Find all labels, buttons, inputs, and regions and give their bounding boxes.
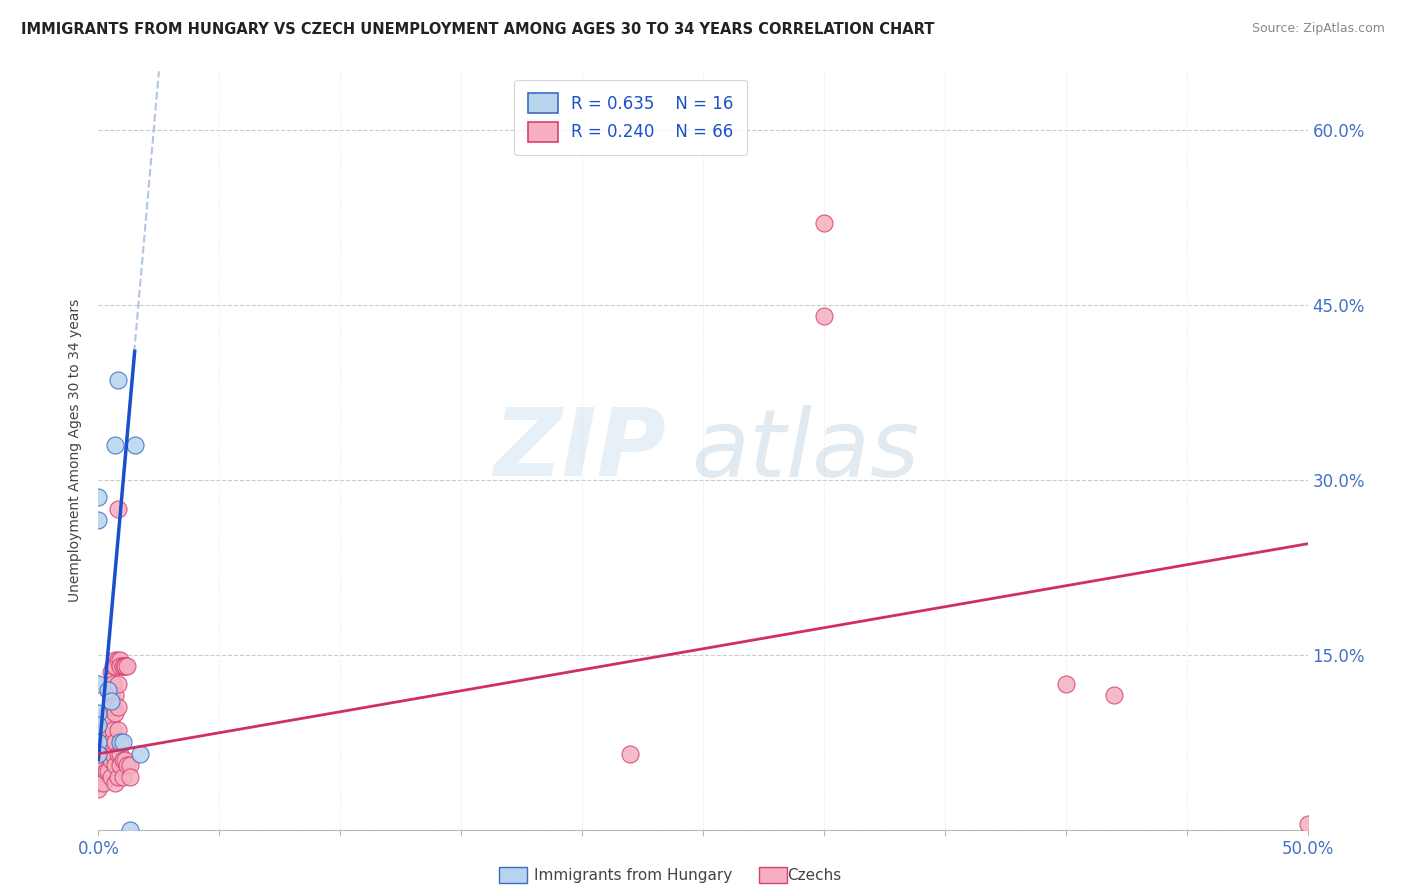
Point [97, 747, 120, 761]
Point [104, 776, 127, 790]
Text: Source: ZipAtlas.com: Source: ZipAtlas.com [1251, 22, 1385, 36]
Point [107, 501, 129, 516]
Point [813, 310, 835, 324]
Point [104, 437, 127, 451]
Point [101, 700, 124, 714]
Point [118, 770, 141, 784]
Point [619, 747, 641, 761]
Point [111, 735, 134, 749]
Point [107, 700, 129, 714]
Point [107, 723, 129, 738]
Point [94, 764, 117, 779]
Point [97, 706, 120, 720]
Point [117, 659, 139, 673]
Point [111, 770, 134, 784]
Point [100, 665, 122, 679]
Point [118, 758, 141, 772]
Point [87, 747, 110, 761]
Point [117, 758, 139, 772]
Point [114, 659, 136, 673]
Point [1296, 816, 1319, 830]
Point [111, 753, 134, 767]
Point [107, 677, 129, 691]
Point [104, 706, 127, 720]
Point [104, 689, 127, 703]
Point [107, 374, 129, 388]
Point [87, 776, 110, 790]
Point [114, 659, 136, 673]
Point [104, 659, 127, 673]
Text: atlas: atlas [690, 405, 920, 496]
Point [87, 706, 110, 720]
Point [94, 747, 117, 761]
Point [91, 776, 114, 790]
Point [101, 723, 124, 738]
Point [97, 682, 120, 697]
Point [1054, 677, 1077, 691]
Point [87, 513, 110, 527]
Point [100, 712, 122, 726]
Point [107, 747, 129, 761]
Point [108, 758, 131, 772]
Point [87, 764, 110, 779]
Point [813, 216, 835, 230]
Point [107, 653, 129, 667]
Point [91, 758, 114, 772]
Point [108, 653, 131, 667]
Point [111, 659, 134, 673]
Point [97, 723, 120, 738]
Point [104, 758, 127, 772]
Point [101, 747, 124, 761]
Text: ZIP: ZIP [494, 404, 666, 497]
Point [94, 723, 117, 738]
Point [108, 659, 131, 673]
Point [91, 740, 114, 755]
Point [101, 659, 124, 673]
Point [100, 694, 122, 708]
Point [87, 717, 110, 731]
Point [114, 753, 136, 767]
Point [87, 735, 110, 749]
Point [87, 677, 110, 691]
Point [100, 753, 122, 767]
Point [107, 770, 129, 784]
Point [128, 747, 150, 761]
Point [1102, 689, 1125, 703]
Legend: R = 0.635    N = 16, R = 0.240    N = 66: R = 0.635 N = 16, R = 0.240 N = 66 [515, 79, 747, 155]
Point [100, 735, 122, 749]
Text: Czechs: Czechs [787, 869, 842, 883]
Point [87, 781, 110, 796]
Point [111, 659, 134, 673]
Text: Immigrants from Hungary: Immigrants from Hungary [534, 869, 733, 883]
Point [87, 758, 110, 772]
Point [87, 770, 110, 784]
Point [100, 770, 122, 784]
Point [97, 682, 120, 697]
Point [104, 735, 127, 749]
Text: IMMIGRANTS FROM HUNGARY VS CZECH UNEMPLOYMENT AMONG AGES 30 TO 34 YEARS CORRELAT: IMMIGRANTS FROM HUNGARY VS CZECH UNEMPLO… [21, 22, 935, 37]
Y-axis label: Unemployment Among Ages 30 to 34 years: Unemployment Among Ages 30 to 34 years [69, 299, 83, 602]
Point [108, 747, 131, 761]
Point [108, 735, 131, 749]
Point [87, 490, 110, 504]
Point [124, 437, 146, 451]
Point [118, 822, 141, 837]
Point [87, 747, 110, 761]
Point [101, 677, 124, 691]
Point [97, 764, 120, 779]
Point [104, 653, 127, 667]
Point [91, 717, 114, 731]
Point [87, 753, 110, 767]
Point [100, 689, 122, 703]
